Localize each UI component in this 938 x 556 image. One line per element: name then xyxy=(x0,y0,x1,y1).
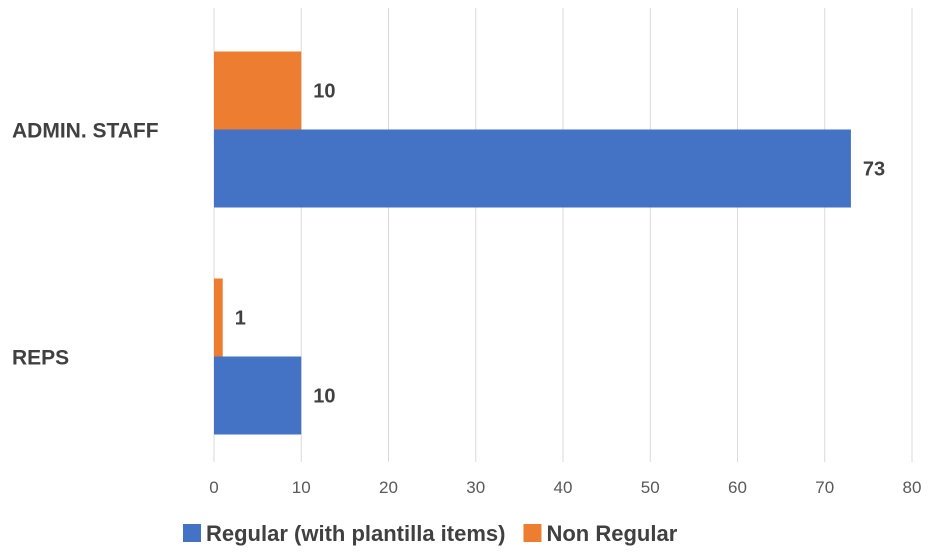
x-tick-label: 40 xyxy=(554,478,573,497)
bar-regular xyxy=(214,356,302,435)
bars xyxy=(214,51,851,435)
x-tick-label: 30 xyxy=(466,478,485,497)
x-tick-label: 60 xyxy=(728,478,747,497)
legend-swatch xyxy=(183,524,201,542)
category-labels: ADMIN. STAFF REPS xyxy=(12,120,159,370)
data-label: 73 xyxy=(863,159,885,181)
x-tick-label: 20 xyxy=(379,478,398,497)
x-tick-label: 70 xyxy=(815,478,834,497)
data-labels: 10 73 1 10 xyxy=(235,81,885,408)
data-label: 10 xyxy=(313,386,335,408)
x-tick-label: 80 xyxy=(903,478,922,497)
legend-label: Non Regular xyxy=(546,521,677,546)
legend: Regular (with plantilla items) Non Regula… xyxy=(183,521,678,546)
data-label: 10 xyxy=(313,81,335,103)
bar-non-regular xyxy=(214,278,223,357)
data-label: 1 xyxy=(235,308,246,330)
bar-non-regular xyxy=(214,51,302,130)
x-axis-tick-labels: 0 10 20 30 40 50 60 70 80 xyxy=(209,478,921,497)
legend-label: Regular (with plantilla items) xyxy=(206,521,505,546)
bar-regular xyxy=(214,129,851,208)
x-tick-label: 0 xyxy=(209,478,218,497)
category-label: ADMIN. STAFF xyxy=(12,120,159,143)
x-tick-label: 50 xyxy=(641,478,660,497)
category-label: REPS xyxy=(12,347,69,370)
x-tick-label: 10 xyxy=(292,478,311,497)
legend-swatch xyxy=(523,524,542,542)
